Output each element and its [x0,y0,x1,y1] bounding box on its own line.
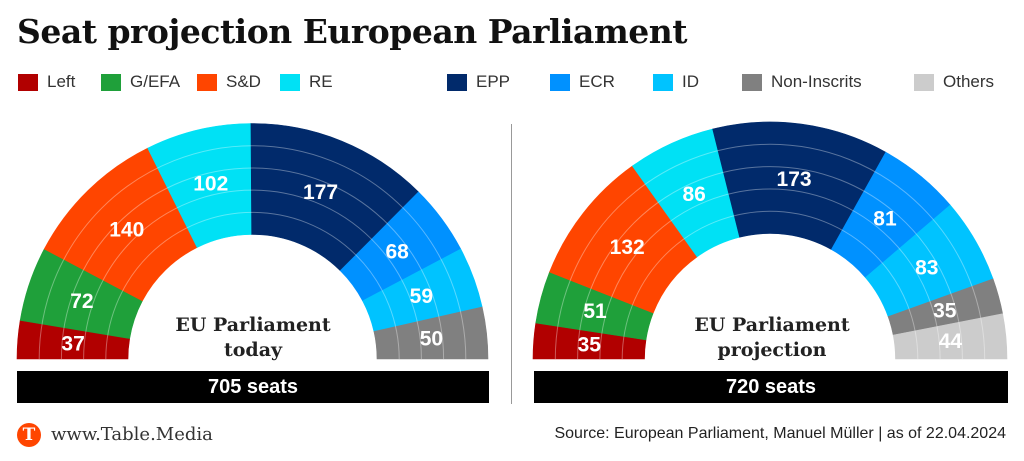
ring-line [38,145,467,360]
chart-projection: 35 51 132 86 173 81 83 35 44 [532,121,1008,360]
value-label-id: 59 [410,285,433,308]
value-label-non-inscrits: 35 [933,299,957,322]
legend-item-epp: EPP [447,72,510,92]
legend-item-gefa: G/EFA [101,72,180,92]
legend-swatch-id [653,73,673,91]
center-label-today-line1: EU Parliament [175,314,331,336]
center-label-projection: EU Parliament projection [672,313,872,363]
legend-label-others: Others [943,72,995,91]
legend: Left G/EFA S&D RE EPP ECR ID Non-Inscrit… [0,72,1024,92]
footer-source: Source: European Parliament, Manuel Müll… [554,425,1006,442]
segment-others [892,313,1008,360]
value-label-s-d: 132 [610,236,645,259]
legend-label-ecr: ECR [579,72,615,91]
ring-line [577,166,963,360]
center-label-today: EU Parliament today [153,313,353,363]
legend-swatch-ecr [550,73,570,91]
legend-label-left: Left [47,72,76,91]
legend-swatch-ni [742,73,762,91]
seat-total-bar-projection: 720 seats [534,371,1008,403]
legend-item-sd: S&D [197,72,261,92]
center-label-projection-line2: projection [717,339,827,361]
value-label-g-efa: 72 [70,290,93,313]
ring-line [83,189,422,360]
value-label-id: 83 [915,257,938,280]
legend-swatch-left [18,73,38,91]
ring-line [105,211,400,360]
segment-non-inscrits [373,306,489,360]
chart-title: Seat projection European Parliament [17,12,688,51]
legend-label-ni: Non-Inscrits [771,72,862,91]
legend-label-sd: S&D [226,72,261,91]
chart-divider [511,124,512,404]
value-label-s-d: 140 [109,219,144,242]
legend-label-id: ID [682,72,699,91]
ring-line [60,167,445,360]
legend-swatch-gefa [101,73,121,91]
center-label-today-line2: today [223,339,283,361]
legend-swatch-others [914,73,934,91]
legend-swatch-epp [447,73,467,91]
ring-line [599,188,941,360]
ring-line [621,210,919,360]
footer-site-link[interactable]: www.Table.Media [51,424,213,445]
legend-item-ni: Non-Inscrits [742,72,862,92]
legend-item-ecr: ECR [550,72,615,92]
value-label-non-inscrits: 50 [420,327,443,350]
legend-item-id: ID [653,72,699,92]
legend-label-gefa: G/EFA [130,72,181,91]
ring-line [554,143,986,360]
table-media-logo-icon: T [17,423,41,447]
value-label-ecr: 81 [873,207,897,230]
value-label-re: 86 [682,183,705,206]
value-label-left: 37 [61,333,84,356]
value-label-g-efa: 51 [583,300,607,323]
value-label-others: 44 [939,330,963,353]
legend-item-others: Others [914,72,994,92]
legend-swatch-re [280,73,300,91]
legend-item-re: RE [280,72,333,92]
legend-label-epp: EPP [476,72,511,91]
seat-total-bar-today: 705 seats [17,371,489,403]
legend-swatch-sd [197,73,217,91]
legend-item-left: Left [18,72,75,92]
value-label-epp: 177 [303,181,338,204]
center-label-projection-line1: EU Parliament [694,314,850,336]
value-label-epp: 173 [777,168,812,191]
value-label-ecr: 68 [385,240,409,263]
value-label-left: 35 [578,334,602,357]
value-label-re: 102 [193,172,228,195]
legend-label-re: RE [309,72,333,91]
